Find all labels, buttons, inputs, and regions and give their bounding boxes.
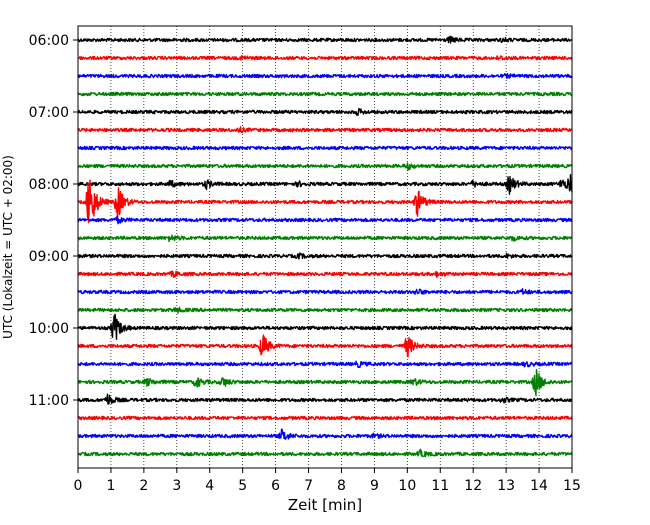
trace-line bbox=[77, 145, 573, 151]
x-tick-label: 7 bbox=[304, 478, 313, 494]
x-tick-label: 10 bbox=[398, 478, 416, 494]
trace-line bbox=[77, 107, 573, 116]
x-tick-label: 8 bbox=[337, 478, 346, 494]
trace-line bbox=[77, 173, 573, 195]
x-tick-label: 12 bbox=[464, 478, 482, 494]
trace-line bbox=[77, 448, 573, 458]
trace-line bbox=[77, 368, 573, 397]
trace-line bbox=[77, 270, 573, 279]
y-tick-label: 11:00 bbox=[29, 393, 69, 409]
x-tick-label: 0 bbox=[74, 478, 83, 494]
trace-line bbox=[77, 179, 573, 224]
y-tick-label: 08:00 bbox=[29, 177, 69, 193]
x-tick-label: 9 bbox=[370, 478, 379, 494]
trace-line bbox=[77, 252, 573, 260]
trace-line bbox=[77, 287, 573, 295]
y-axis-label: UTC (Lokalzeit = UTC + 02:00) bbox=[1, 155, 15, 339]
trace-line bbox=[77, 306, 573, 314]
x-tick-label: 3 bbox=[172, 478, 181, 494]
trace-line bbox=[77, 428, 573, 440]
trace-line bbox=[77, 334, 573, 358]
plot-frame bbox=[77, 25, 573, 469]
x-tick-label: 2 bbox=[139, 478, 148, 494]
trace-line bbox=[77, 126, 573, 134]
y-tick-label: 09:00 bbox=[29, 249, 69, 265]
x-tick-label: 15 bbox=[563, 478, 581, 494]
x-tick-label: 5 bbox=[238, 478, 247, 494]
y-tick-label: 07:00 bbox=[29, 105, 69, 121]
x-tick-label: 14 bbox=[530, 478, 548, 494]
trace-line bbox=[77, 313, 573, 340]
trace-line bbox=[77, 91, 573, 97]
trace-line bbox=[77, 35, 573, 44]
x-axis-label: Zeit [min] bbox=[288, 496, 362, 514]
y-tick-label: 10:00 bbox=[29, 321, 69, 337]
x-tick-label: 1 bbox=[106, 478, 115, 494]
seismogram-traces bbox=[77, 35, 573, 458]
trace-line bbox=[77, 234, 573, 243]
trace-line bbox=[77, 393, 573, 405]
x-tick-label: 6 bbox=[271, 478, 280, 494]
trace-line bbox=[77, 215, 573, 225]
y-tick-label: 06:00 bbox=[29, 33, 69, 49]
x-tick-label: 13 bbox=[497, 478, 515, 494]
trace-line bbox=[77, 72, 573, 80]
x-tick-label: 11 bbox=[431, 478, 449, 494]
trace-line bbox=[77, 162, 573, 171]
trace-line bbox=[77, 55, 573, 61]
x-axis-ticks: 0 1 2 3 4 5 6 7 8 9 10 11 12 13 14 15 bbox=[74, 468, 581, 494]
trace-line bbox=[77, 415, 573, 421]
y-axis-ticks: 06:00 07:00 08:00 09:00 10:00 11:00 bbox=[29, 33, 78, 409]
trace-line bbox=[77, 360, 573, 369]
x-tick-label: 4 bbox=[205, 478, 214, 494]
